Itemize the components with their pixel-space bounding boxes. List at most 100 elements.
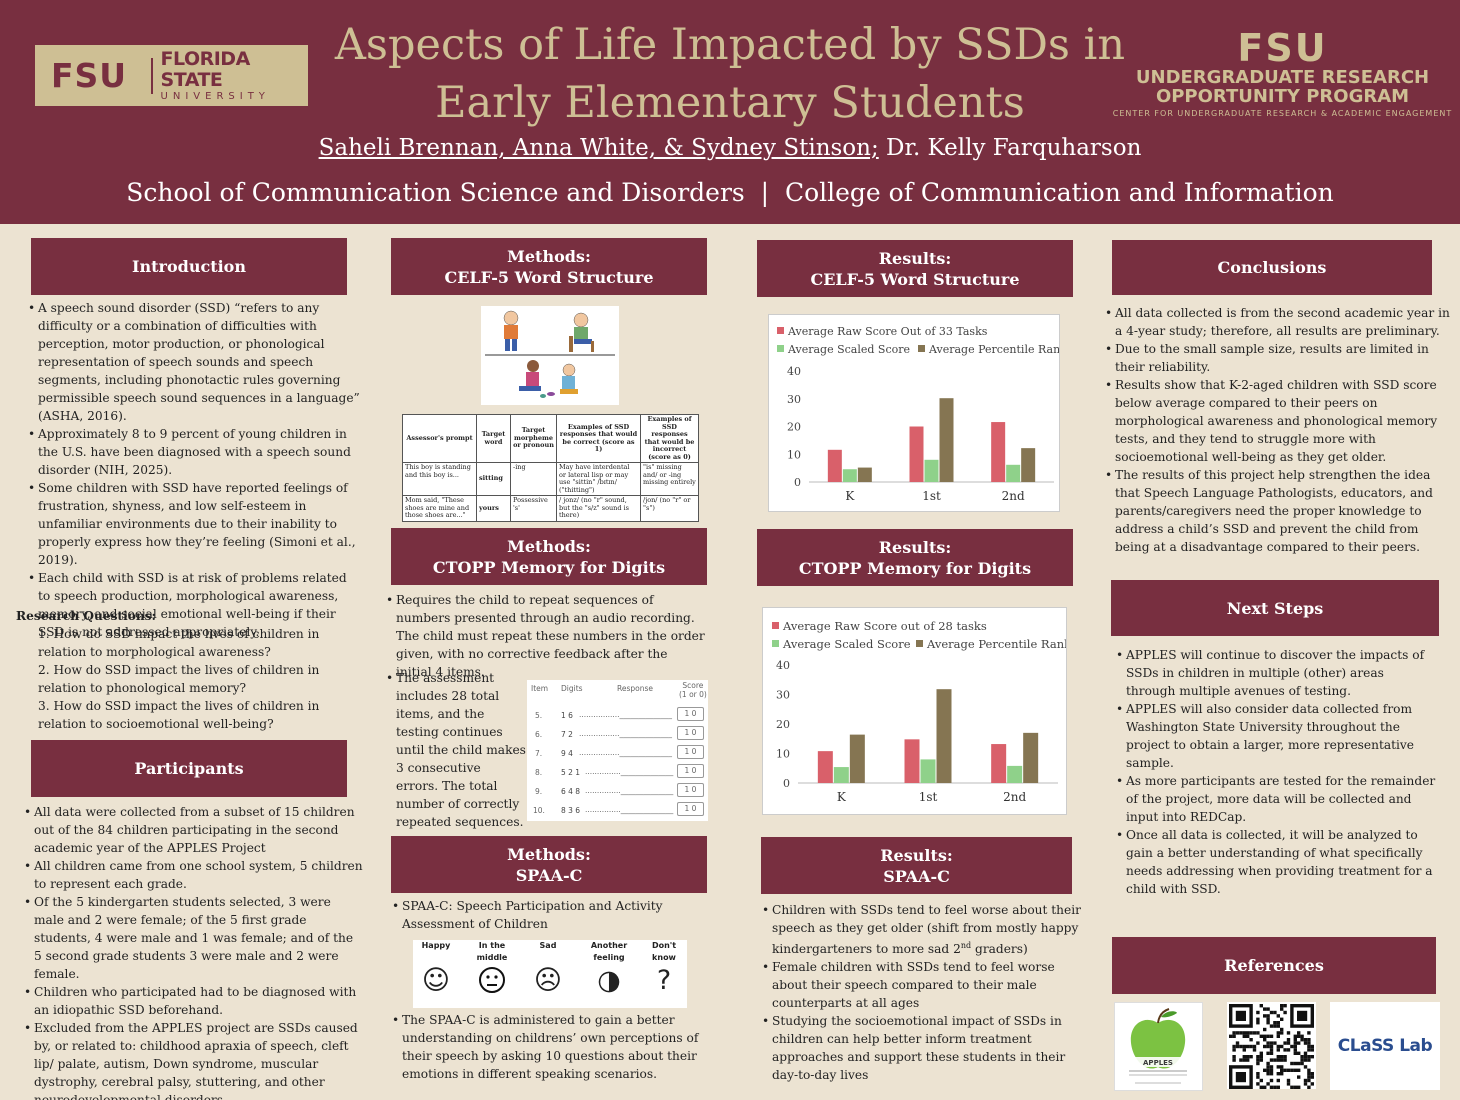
apples-logo: APPLES bbox=[1114, 1002, 1203, 1091]
chart-bar bbox=[920, 759, 936, 783]
qr-module bbox=[1307, 1068, 1311, 1072]
fsu-logo-line2: UNIVERSITY bbox=[160, 90, 270, 102]
class-lab-logo: CLaSS Lab bbox=[1330, 1002, 1440, 1090]
methods-ctopp-body-2: The assessment includes 28 total items, … bbox=[386, 669, 526, 831]
legend-label: Average Percentile Rank bbox=[926, 637, 1066, 651]
methods-spaa-heading: Methods: SPAA-C bbox=[391, 836, 707, 893]
urop-logo-line1: UNDERGRADUATE RESEARCH bbox=[1135, 67, 1430, 88]
x-tick-label: 2nd bbox=[1002, 489, 1025, 503]
qr-module bbox=[1269, 1048, 1274, 1052]
qr-module bbox=[1286, 1068, 1291, 1072]
research-questions: 1. How do SSD impact the lives of childr… bbox=[24, 625, 359, 733]
qr-module bbox=[1266, 1065, 1270, 1069]
qr-module bbox=[1269, 1034, 1274, 1038]
chart-bar bbox=[909, 426, 924, 482]
qr-module bbox=[1242, 1044, 1246, 1049]
chart-bar bbox=[1021, 448, 1036, 482]
legend-label: Average Scaled Score bbox=[787, 343, 910, 356]
form-col-score-line2: (1 or 0) bbox=[679, 690, 707, 699]
qr-module bbox=[1307, 1078, 1311, 1083]
conclusions-list: All data collected is from the second ac… bbox=[1105, 304, 1455, 556]
participants-heading: Participants bbox=[31, 740, 347, 797]
apples-logo-text: APPLES bbox=[1143, 1059, 1173, 1067]
list-item: Studying the socioemotional impact of SS… bbox=[762, 1012, 1087, 1084]
logo-separator bbox=[150, 57, 153, 94]
list-item: A speech sound disorder (SSD) “refers to… bbox=[28, 299, 361, 425]
qr-module bbox=[1290, 1068, 1294, 1072]
qr-module bbox=[1310, 1075, 1314, 1079]
qr-module bbox=[1297, 1075, 1301, 1079]
qr-module bbox=[1266, 1068, 1270, 1072]
ctopp-list: Requires the child to repeat sequences o… bbox=[386, 591, 706, 681]
qr-module bbox=[1259, 1055, 1263, 1059]
qr-module bbox=[1283, 1010, 1287, 1015]
chart-bar bbox=[827, 449, 842, 482]
qr-module bbox=[1280, 1031, 1284, 1035]
conclusions-heading: Conclusions bbox=[1112, 240, 1432, 295]
results-celf-heading: Results: CELF-5 Word Structure bbox=[757, 240, 1073, 297]
qr-module bbox=[1239, 1031, 1243, 1035]
qr-module bbox=[1297, 1068, 1301, 1072]
form-digits: 7 2 bbox=[561, 730, 573, 739]
y-tick-label: 20 bbox=[776, 718, 790, 731]
qr-module bbox=[1310, 1048, 1314, 1052]
qr-module bbox=[1283, 1058, 1287, 1062]
x-tick-label: K bbox=[845, 489, 855, 503]
chart-bar bbox=[936, 689, 952, 783]
chart-bar bbox=[1007, 765, 1023, 783]
qr-module bbox=[1246, 1044, 1250, 1049]
legend-label: Average Scaled Score bbox=[782, 637, 911, 651]
qr-module bbox=[1303, 1055, 1308, 1059]
qr-module bbox=[1276, 1065, 1280, 1069]
list-item: All data collected is from the second ac… bbox=[1105, 304, 1455, 340]
qr-module bbox=[1297, 1051, 1301, 1055]
face-option: Don't know ? bbox=[641, 940, 687, 996]
qr-module bbox=[1269, 1051, 1274, 1055]
form-row: 10. 8 3 6 ...............______________ … bbox=[527, 801, 708, 820]
results-spaa-heading-line1: Results: bbox=[880, 845, 953, 865]
ctopp-list-2: The assessment includes 28 total items, … bbox=[386, 669, 526, 831]
references-heading: References bbox=[1112, 937, 1436, 994]
form-row: 6. 7 2 .................______________ 1… bbox=[527, 725, 708, 744]
score-box: 1 0 bbox=[677, 783, 704, 797]
y-tick-label: 30 bbox=[787, 393, 801, 406]
legend-swatch bbox=[918, 345, 925, 352]
apple-icon: APPLES bbox=[1129, 1008, 1187, 1084]
table-cell: sitting bbox=[476, 462, 511, 496]
qr-module bbox=[1286, 1082, 1291, 1086]
legend-swatch bbox=[772, 640, 779, 647]
table-header: Target morpheme or pronoun bbox=[510, 414, 557, 463]
poster-title: Aspects of Life Impacted by SSDs in Earl… bbox=[310, 16, 1150, 132]
qr-module bbox=[1286, 1031, 1291, 1035]
legend-swatch bbox=[777, 345, 784, 352]
qr-module bbox=[1297, 1085, 1301, 1089]
form-digits: 9 4 bbox=[561, 749, 573, 758]
methods-celf-heading-line2: CELF-5 Word Structure bbox=[444, 267, 654, 287]
score-box: 1 0 bbox=[677, 764, 704, 778]
form-col-response: Response bbox=[617, 684, 654, 693]
table-cell: yours bbox=[476, 495, 511, 522]
qr-module bbox=[1229, 1034, 1233, 1038]
qr-module bbox=[1266, 1017, 1270, 1021]
response-line: .................______________ bbox=[579, 748, 673, 757]
qr-module bbox=[1269, 1024, 1274, 1028]
qr-code[interactable] bbox=[1227, 1002, 1316, 1089]
affiliation: School of Communication Science and Diso… bbox=[126, 178, 1334, 207]
methods-ctopp-heading: Methods: CTOPP Memory for Digits bbox=[391, 528, 707, 585]
qr-module bbox=[1249, 1055, 1253, 1059]
score-box: 1 0 bbox=[677, 745, 704, 759]
list-item: APPLES will continue to discover the imp… bbox=[1116, 646, 1436, 700]
methods-spaa-body: SPAA-C: Speech Participation and Activit… bbox=[392, 897, 692, 933]
table-header-row: Assessor's prompt Target word Target mor… bbox=[402, 414, 699, 463]
qr-module bbox=[1259, 1051, 1263, 1055]
face-label: Don't know bbox=[651, 941, 677, 962]
x-tick-label: K bbox=[837, 790, 847, 804]
qr-module bbox=[1252, 1044, 1257, 1049]
list-item: SPAA-C: Speech Participation and Activit… bbox=[392, 897, 692, 933]
chart-bar bbox=[833, 767, 849, 783]
chart-bar bbox=[991, 744, 1007, 783]
qr-module bbox=[1310, 1044, 1314, 1049]
list-item: Excluded from the APPLES project are SSD… bbox=[24, 1019, 364, 1100]
qr-module bbox=[1266, 1014, 1270, 1018]
table-cell: Possessive 's' bbox=[510, 495, 557, 522]
